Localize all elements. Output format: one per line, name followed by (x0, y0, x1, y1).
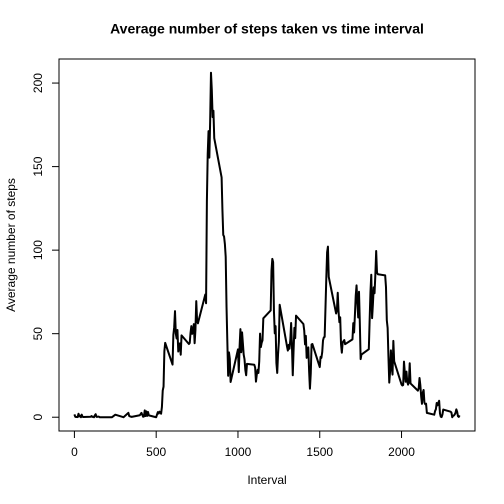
x-tick-label: 0 (71, 445, 78, 459)
y-tick-label: 150 (31, 156, 45, 176)
y-tick-label: 100 (31, 240, 45, 260)
y-axis-label: Average number of steps (4, 178, 18, 312)
data-line (73, 71, 461, 419)
x-tick-label: 1000 (225, 445, 252, 459)
y-tick-label: 0 (31, 414, 45, 421)
x-axis-label: Interval (247, 473, 286, 487)
y-tick-label: 50 (31, 327, 45, 341)
plot-frame (58, 58, 476, 432)
x-tick-label: 1500 (306, 445, 333, 459)
y-tick-label: 200 (31, 73, 45, 93)
x-tick-label: 2000 (388, 445, 415, 459)
chart-title: Average number of steps taken vs time in… (110, 21, 424, 37)
x-tick-label: 500 (146, 445, 166, 459)
